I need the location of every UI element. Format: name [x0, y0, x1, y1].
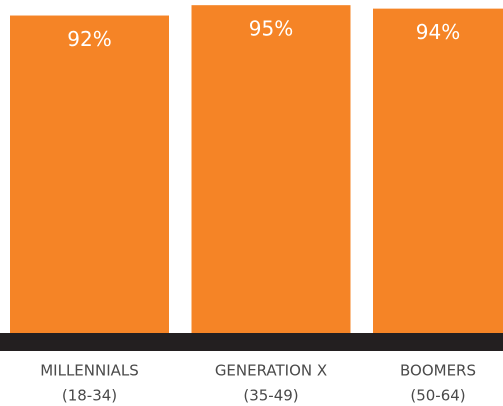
bar: [191, 5, 351, 333]
bar: [373, 8, 503, 333]
category-label: (35-49): [243, 387, 298, 405]
baseline: [0, 333, 503, 351]
value-label: 94%: [416, 20, 460, 44]
category-label: GENERATION X: [215, 362, 327, 380]
value-label: 92%: [67, 27, 111, 51]
category-label: BOOMERS: [400, 362, 476, 380]
value-label: 95%: [249, 17, 293, 41]
category-label: MILLENNIALS: [40, 362, 139, 380]
bar: [10, 15, 169, 333]
category-label: (50-64): [410, 387, 465, 405]
category-label: (18-34): [62, 387, 117, 405]
